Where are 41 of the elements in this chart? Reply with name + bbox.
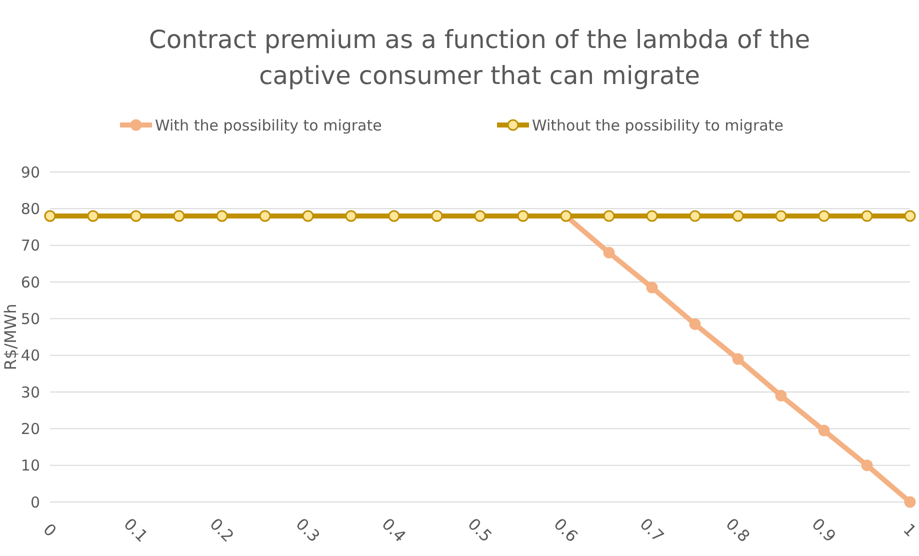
y-tick-label: 80 — [20, 200, 40, 218]
point — [904, 496, 916, 508]
y-tick-label: 60 — [20, 273, 40, 292]
y-tick-label: 10 — [20, 456, 40, 475]
point — [861, 460, 873, 472]
x-tick-label: 0.7 — [636, 514, 668, 546]
chart-title: Contract premium as a function of the lambda of the captive consumer that can migrate — [148, 25, 810, 90]
point — [861, 210, 873, 222]
x-tick-label: 0.4 — [378, 514, 410, 546]
point — [818, 424, 830, 436]
x-tick-label: 0.9 — [808, 514, 840, 546]
point — [818, 210, 830, 222]
y-tick-label: 90 — [20, 163, 40, 182]
x-tick-label: 1 — [900, 520, 919, 540]
y-tick-label: 70 — [20, 236, 40, 255]
point — [646, 282, 658, 294]
y-tick-label: 0 — [30, 493, 40, 512]
point — [732, 210, 744, 222]
point — [646, 210, 658, 222]
y-tick-label: 20 — [20, 420, 40, 438]
x-tick-label: 0.3 — [292, 514, 324, 546]
point — [775, 210, 787, 222]
point — [689, 210, 701, 222]
point — [732, 353, 744, 365]
point — [689, 318, 701, 330]
y-tick-label: 50 — [20, 310, 40, 328]
point — [603, 246, 615, 258]
legend-label: Without the possibility to migrate — [532, 116, 784, 134]
x-tick-label: 0 — [40, 520, 60, 540]
x-tick-label: 0.2 — [206, 514, 238, 546]
x-tick-label: 0.1 — [120, 514, 152, 546]
point — [904, 210, 916, 222]
x-tick-label: 0.5 — [464, 514, 496, 546]
point — [603, 210, 615, 222]
y-axis-title: R$/MWh — [1, 304, 20, 370]
x-tick-label: 0.8 — [722, 514, 754, 546]
point — [775, 390, 787, 402]
y-tick-label: 40 — [20, 346, 40, 365]
legend-label: With the possibility to migrate — [155, 116, 382, 134]
x-tick-label: 0.6 — [550, 514, 582, 546]
y-tick-label: 30 — [20, 383, 40, 402]
